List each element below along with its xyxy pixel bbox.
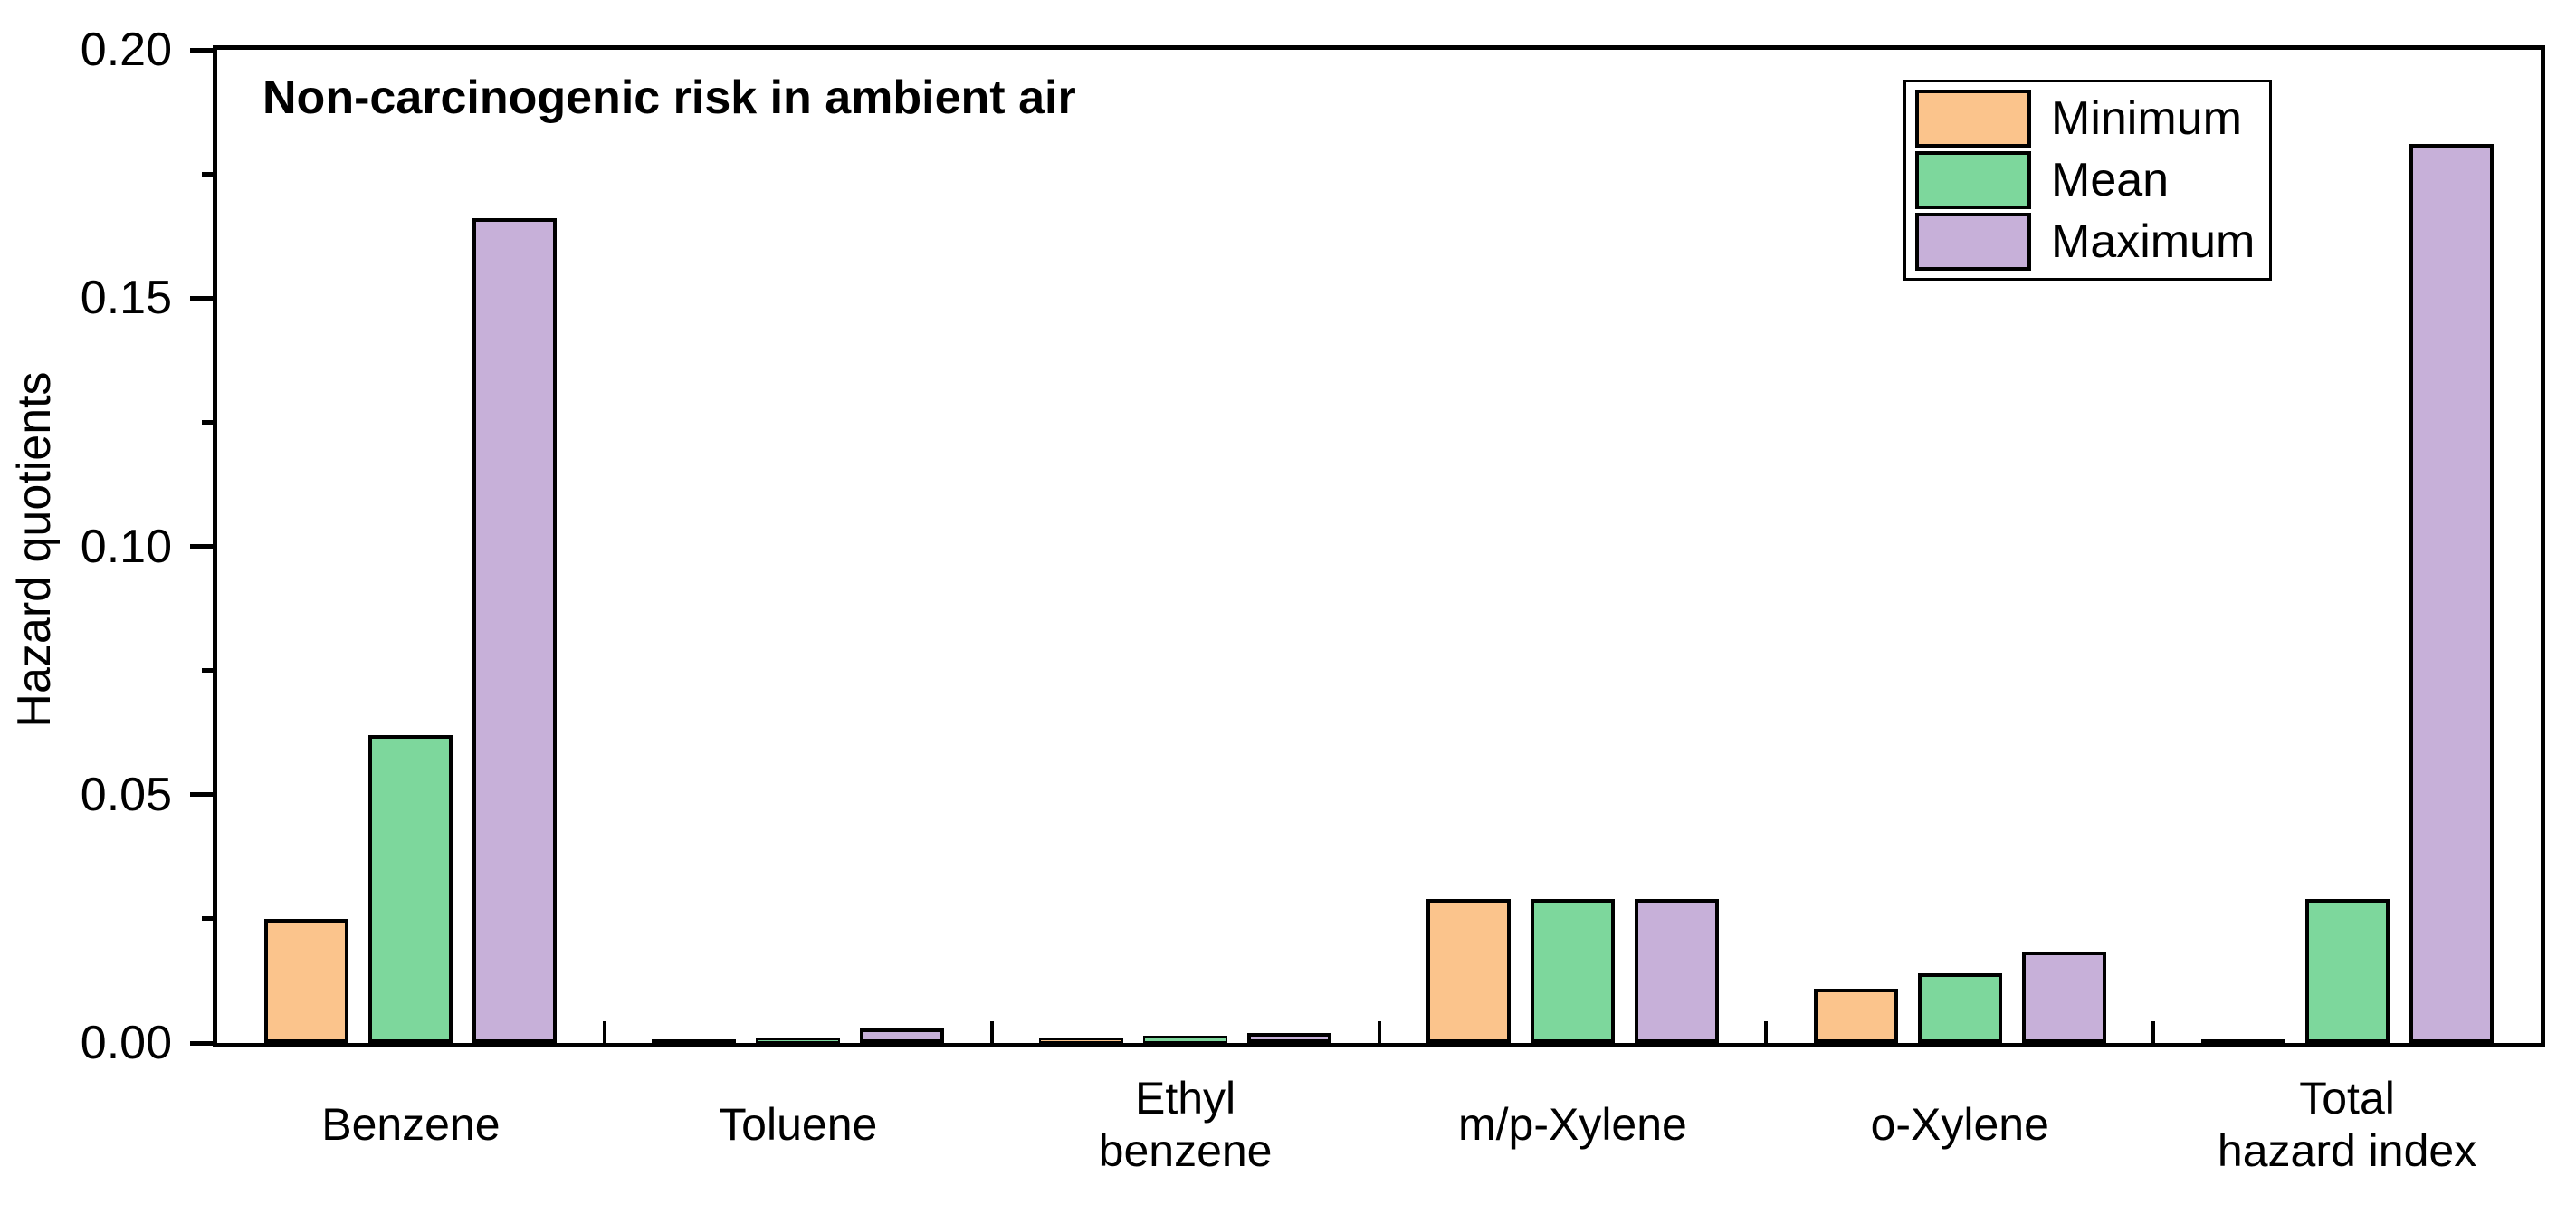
y-axis-tick-label: 0.00 [80,1017,172,1069]
legend-swatch-minimum [1915,90,2031,148]
legend-label-minimum: Minimum [2051,92,2242,145]
x-axis-label-line: benzene [1098,1125,1273,1176]
chart-title: Non-carcinogenic risk in ambient air [262,72,1076,124]
x-axis-label-text: m/p-Xylene [1458,1098,1687,1151]
x-axis-separator-tick [1764,1021,1769,1043]
bar-total-hazard-index-mean [2304,899,2390,1043]
bar-toluene-mean [756,1038,841,1043]
bar-total-hazard-index-maximum [2409,144,2494,1043]
y-axis-minor-tick [202,419,217,425]
bar-group-toluene [605,50,992,1043]
y-axis-major-tick [190,792,217,798]
legend-label-maximum: Maximum [2051,215,2256,268]
bar-o-xylene-maximum [2021,952,2106,1043]
x-axis-label-text: o-Xylene [1871,1098,2049,1151]
y-axis-minor-tick [202,171,217,177]
bar-total-hazard-index-minimum [2200,1039,2285,1043]
bar-m-p-xylene-minimum [1426,899,1511,1043]
bar-o-xylene-minimum [1813,989,1898,1043]
x-axis-separator-tick [602,1021,606,1043]
y-axis-tick-label: 0.15 [80,272,172,325]
bar-o-xylene-mean [1917,973,2002,1043]
bar-group-total-hazard-index [2153,50,2541,1043]
bar-ethyl-benzene-maximum [1247,1033,1332,1043]
x-axis-label-line: m/p-Xylene [1457,1099,1687,1150]
legend-item-maximum: Maximum [1915,213,2260,271]
y-axis-major-tick [190,47,217,53]
y-axis-minor-tick [202,916,217,922]
legend-item-minimum: Minimum [1915,90,2260,148]
y-axis-tick-label: 0.10 [80,520,172,573]
y-axis-tick-label: 0.05 [80,768,172,821]
x-axis-label-o-xylene: o-Xylene [1766,1066,2153,1182]
bar-group-ethyl-benzene [992,50,1379,1043]
x-axis-label-toluene: Toluene [605,1066,992,1182]
x-axis-label-line: hazard index [2217,1125,2477,1176]
bar-toluene-minimum [652,1039,737,1043]
y-axis-tick-label: 0.20 [80,24,172,76]
x-axis-label-line: Ethyl [1134,1073,1236,1124]
x-axis-separator-tick [1377,1021,1381,1043]
y-axis-major-tick [190,295,217,301]
x-axis-label-text: Total hazard index [2218,1072,2476,1177]
x-axis-label-benzene: Benzene [217,1066,605,1182]
bar-benzene-mean [368,735,453,1043]
bar-group-m-p-xylene [1379,50,1767,1043]
bar-m-p-xylene-mean [1530,899,1615,1043]
bar-m-p-xylene-maximum [1634,899,1719,1043]
x-axis-label-text: Ethyl benzene [1099,1072,1273,1177]
bar-toluene-maximum [860,1028,945,1043]
x-axis-label-total-hazard-index: Total hazard index [2153,1066,2541,1182]
x-axis-label-line: o-Xylene [1870,1099,2049,1150]
legend-swatch-maximum [1915,213,2031,271]
legend-swatch-mean [1915,151,2031,209]
x-axis-label-ethyl-benzene: Ethyl benzene [992,1066,1379,1182]
x-axis-label-m-p-xylene: m/p-Xylene [1379,1066,1767,1182]
y-axis-minor-tick [202,668,217,674]
x-axis-label-text: Toluene [719,1098,877,1151]
legend: Minimum Mean Maximum [1903,80,2272,281]
bar-benzene-minimum [264,919,349,1043]
bar-ethyl-benzene-mean [1143,1036,1228,1043]
bar-group-benzene [217,50,605,1043]
y-axis-major-tick [190,1040,217,1046]
y-axis-major-tick [190,544,217,549]
bar-group-o-xylene [1766,50,2153,1043]
x-axis-separator-tick [2151,1021,2156,1043]
x-axis-label-line: Total [2299,1073,2395,1124]
legend-label-mean: Mean [2051,154,2170,206]
x-axis-label-line: Benzene [321,1099,501,1150]
x-axis-separator-tick [989,1021,994,1043]
x-axis-label-line: Toluene [719,1099,878,1150]
x-axis-label-text: Benzene [321,1098,500,1151]
bar-benzene-maximum [472,218,558,1043]
bar-ethyl-benzene-minimum [1039,1038,1124,1043]
legend-item-mean: Mean [1915,151,2260,209]
